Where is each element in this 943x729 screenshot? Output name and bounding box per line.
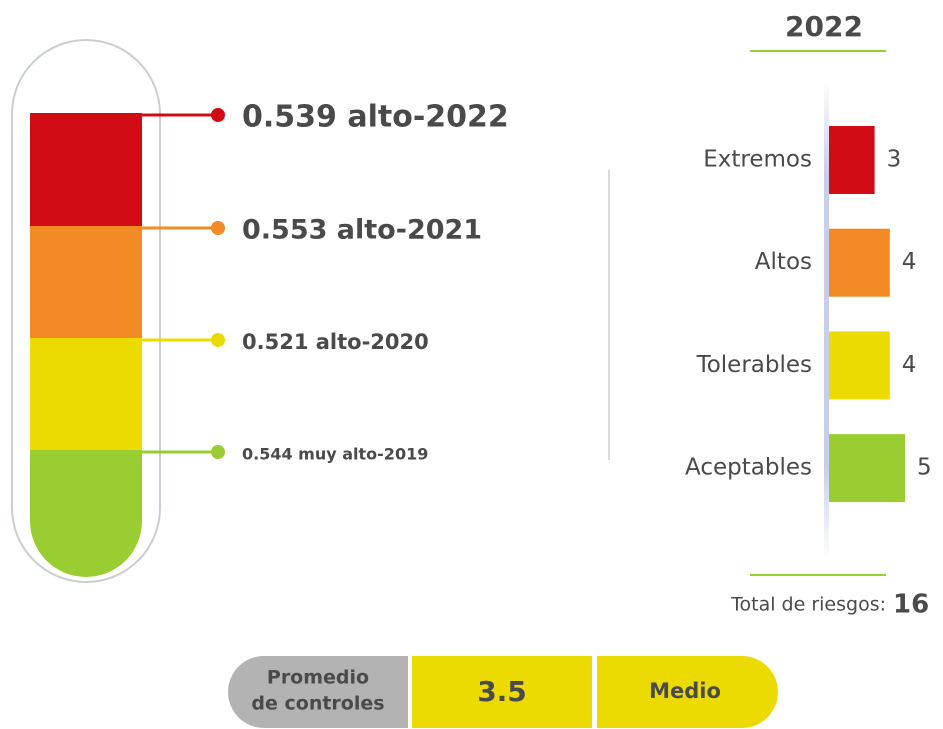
thermometer-segment — [30, 450, 142, 577]
summary-level: Medio — [649, 679, 721, 703]
value-label: 4 — [902, 352, 917, 378]
thermometer — [30, 113, 142, 577]
value-label: 3 — [887, 147, 902, 173]
thermometer-label: 0.544 muy alto-2019 — [242, 445, 428, 464]
bar — [829, 434, 905, 503]
leader-dot — [211, 445, 225, 459]
total-label: Total de riesgos: — [730, 594, 886, 616]
thermometer-segment — [30, 226, 142, 338]
category-label: Tolerables — [696, 352, 812, 378]
category-label: Aceptables — [685, 455, 812, 481]
category-label: Extremos — [703, 147, 812, 173]
thermometer-segment — [30, 113, 142, 226]
summary-label: de controles — [251, 693, 384, 715]
summary-value-box — [412, 656, 592, 728]
bar-title: 2022 — [785, 10, 863, 43]
thermometer-label: 0.521 alto-2020 — [242, 330, 429, 354]
summary-label-box — [228, 656, 408, 728]
value-label: 4 — [902, 249, 917, 275]
leader-dot — [211, 221, 225, 235]
summary-value: 3.5 — [477, 675, 527, 708]
summary-level-box — [597, 656, 778, 728]
thermometer-outline — [11, 39, 161, 583]
total-value: 16 — [893, 590, 929, 620]
bar-axis — [824, 80, 829, 560]
thermometer-label: 0.553 alto-2021 — [242, 215, 482, 246]
thermometer-segment — [30, 338, 142, 450]
thermometer-label: 0.539 alto-2022 — [242, 100, 509, 135]
leader-dot — [211, 333, 225, 347]
bar — [829, 228, 890, 297]
summary-label: Promedio — [267, 667, 369, 689]
leader-dot — [211, 108, 225, 122]
bar — [829, 331, 890, 400]
bar — [829, 126, 875, 194]
category-label: Altos — [755, 249, 812, 275]
value-label: 5 — [917, 455, 932, 481]
